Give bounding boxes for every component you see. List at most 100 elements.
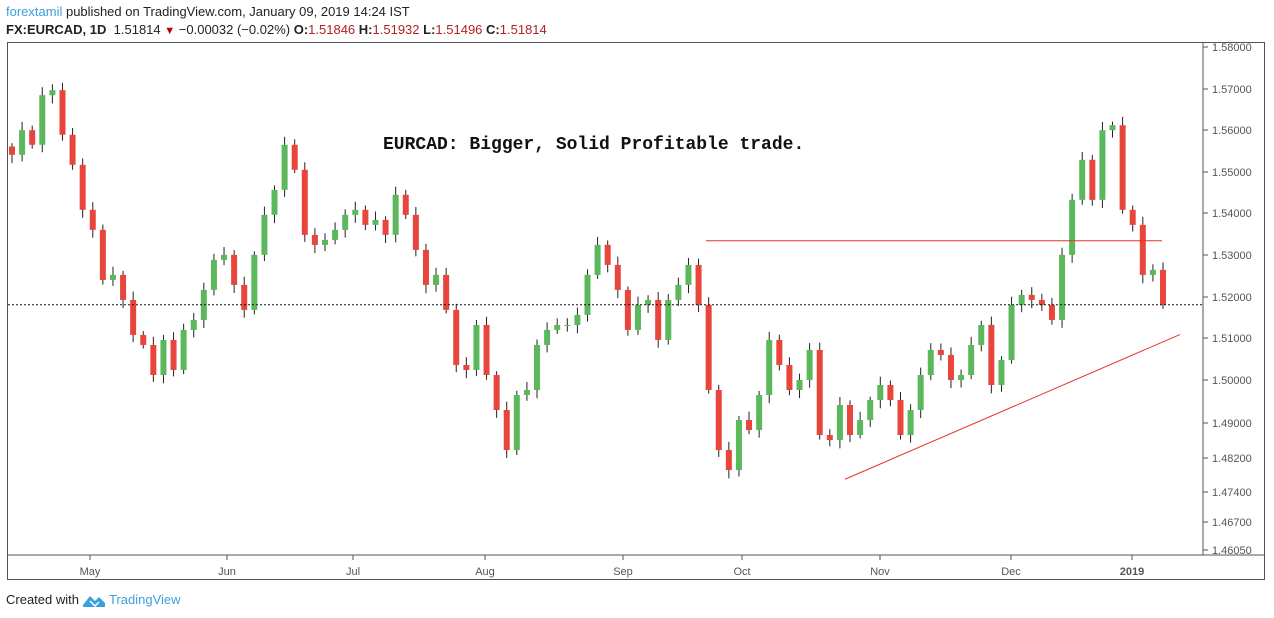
- y-tick-label: 1.46700: [1212, 517, 1252, 529]
- candle-up: [1008, 304, 1015, 360]
- low-value: 1.51496: [435, 22, 483, 37]
- candle-down: [604, 244, 611, 265]
- candle-down: [463, 364, 470, 370]
- candle-up: [49, 90, 56, 96]
- candle-up: [342, 214, 349, 230]
- candle-up: [190, 319, 197, 330]
- candle-up: [251, 254, 258, 310]
- y-tick-label: 1.50000: [1212, 375, 1252, 387]
- down-triangle-icon: ▼: [164, 25, 176, 37]
- close-label: C:: [486, 22, 500, 37]
- open-value: 1.51846: [308, 22, 356, 37]
- candle-up: [332, 229, 339, 240]
- candle-up: [221, 254, 228, 260]
- last-price: 1.51814: [113, 22, 161, 37]
- candle-down: [89, 209, 96, 230]
- candle-up: [574, 314, 581, 325]
- chart-frame: [7, 42, 1265, 580]
- candle-down: [897, 399, 904, 436]
- candle-up: [907, 410, 914, 436]
- candle-up: [210, 259, 217, 290]
- chart-annotation[interactable]: EURCAD: Bigger, Solid Profitable trade.: [383, 135, 804, 155]
- candle-down: [382, 219, 389, 235]
- candle-up: [372, 219, 379, 225]
- candle-up: [392, 194, 399, 235]
- y-tick-label: 1.57000: [1212, 84, 1252, 96]
- candle-down: [1048, 304, 1055, 320]
- candle-up: [867, 399, 874, 421]
- candle-up: [645, 299, 652, 305]
- candle-up: [513, 394, 520, 451]
- candle-down: [311, 234, 318, 245]
- candle-down: [1129, 209, 1136, 225]
- candle-up: [19, 130, 26, 155]
- y-tick-label: 1.54000: [1212, 208, 1252, 220]
- candle-down: [503, 410, 510, 451]
- candle-down: [301, 169, 308, 235]
- candle-down: [79, 164, 86, 210]
- candle-up: [281, 144, 288, 190]
- candle-up: [584, 274, 591, 315]
- candle-down: [493, 374, 500, 411]
- candle-down: [362, 209, 369, 225]
- candle-down: [412, 214, 419, 250]
- symbol-label: FX:EURCAD, 1D: [6, 22, 107, 37]
- candle-up: [665, 299, 672, 340]
- open-label: O:: [293, 22, 309, 37]
- candle-down: [483, 324, 490, 375]
- x-tick-label: Oct: [733, 566, 750, 578]
- candle-up: [554, 324, 561, 330]
- trend-line: [844, 334, 1181, 480]
- candle-up: [200, 289, 207, 320]
- candle-down: [937, 349, 944, 355]
- candle-up: [958, 374, 965, 380]
- candle-up: [998, 359, 1005, 385]
- candle-down: [1089, 159, 1096, 200]
- low-label: L:: [423, 22, 436, 37]
- candle-up: [806, 349, 813, 380]
- candle-up: [109, 274, 116, 280]
- candle-down: [29, 130, 36, 145]
- close-value: 1.51814: [499, 22, 547, 37]
- candle-up: [1069, 199, 1076, 255]
- candle-up: [1079, 159, 1086, 200]
- candle-up: [877, 384, 884, 400]
- candle-up: [685, 264, 692, 285]
- publish-text: published on TradingView.com, January 09…: [62, 4, 410, 19]
- candle-up: [473, 324, 480, 370]
- candle-up: [1099, 130, 1106, 200]
- candle-down: [655, 299, 662, 340]
- candle-down: [130, 299, 137, 335]
- candle-down: [826, 435, 833, 441]
- candle-down: [847, 405, 854, 436]
- candle-down: [9, 146, 15, 155]
- candle-down: [402, 194, 409, 215]
- candle-up: [433, 274, 440, 285]
- candle-up: [675, 284, 682, 300]
- candle-down: [150, 344, 157, 375]
- tradingview-link[interactable]: TradingView: [108, 592, 181, 607]
- publish-info: forextamil published on TradingView.com,…: [6, 4, 410, 19]
- x-tick-label: Dec: [1001, 566, 1021, 578]
- candle-down: [120, 274, 127, 300]
- candle-up: [261, 214, 268, 255]
- x-tick-label: 2019: [1120, 566, 1144, 578]
- candle-up: [544, 329, 551, 345]
- candle-up: [534, 344, 541, 390]
- x-tick-label: Sep: [613, 566, 633, 578]
- candle-down: [59, 90, 66, 135]
- candle-up: [180, 329, 187, 370]
- candle-up: [836, 405, 843, 441]
- candle-down: [453, 309, 460, 365]
- x-tick-label: May: [80, 566, 101, 578]
- price-change: −0.00032 (−0.02%): [178, 22, 291, 37]
- candle-down: [1028, 294, 1035, 300]
- y-tick-label: 1.46050: [1212, 545, 1252, 557]
- candle-down: [947, 354, 954, 380]
- author-link[interactable]: forextamil: [6, 4, 63, 19]
- y-tick-label: 1.51000: [1212, 333, 1252, 345]
- candle-down: [776, 339, 783, 365]
- high-label: H:: [358, 22, 373, 37]
- candle-down: [715, 389, 722, 451]
